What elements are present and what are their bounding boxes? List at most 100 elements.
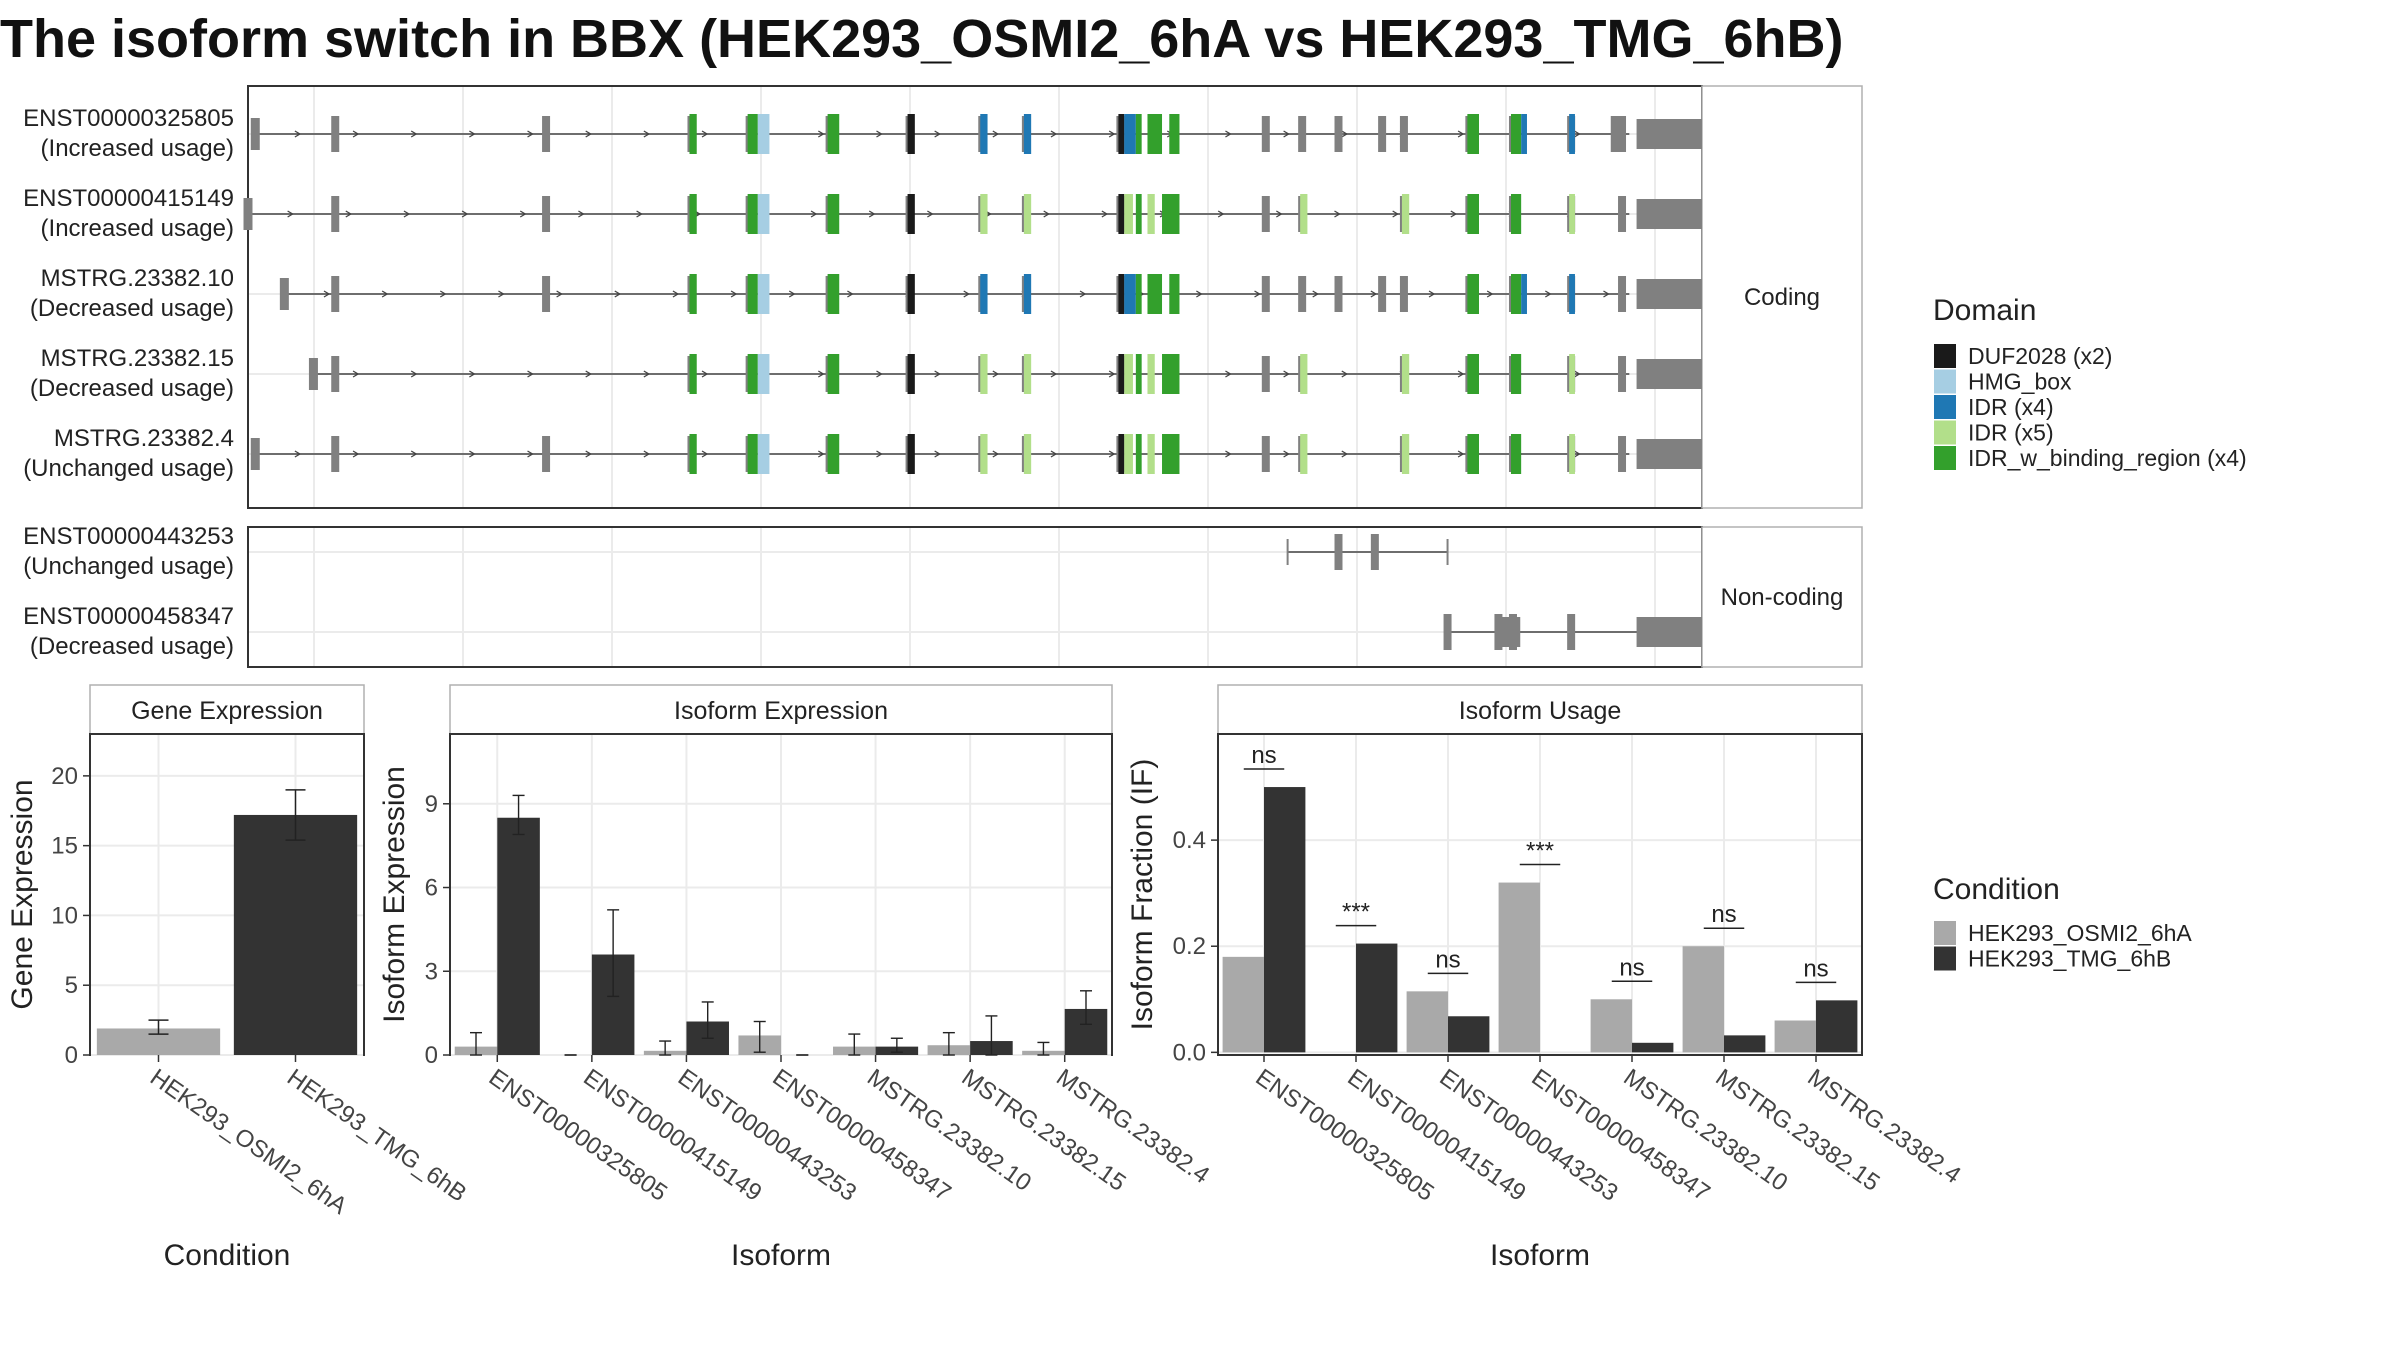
domain-block: [1023, 114, 1032, 154]
facet-strip: [449, 684, 1113, 735]
condition-legend-swatch: [1934, 946, 1956, 971]
exon: [1610, 116, 1619, 152]
utr-block: [1636, 359, 1702, 389]
exon: [1618, 196, 1627, 232]
intron-arrow: [1428, 290, 1436, 298]
domain-block: [1467, 114, 1479, 154]
exon: [1334, 534, 1343, 570]
x-tick-label: MSTRG.23382.10: [1619, 1064, 1793, 1197]
x-tick-label: MSTRG.23382.10: [862, 1064, 1036, 1197]
domain-block: [757, 274, 770, 314]
exon: [1443, 614, 1452, 650]
intron-arrow: [469, 450, 476, 458]
significance-label: ns: [1803, 955, 1828, 982]
domain-block: [1510, 194, 1522, 234]
facet-strip-label: Isoform Expression: [674, 697, 888, 725]
isoform-usage-bar: [1498, 882, 1540, 1053]
domain-legend-swatch: [1934, 446, 1956, 470]
intron-arrow: [636, 210, 643, 218]
domain-block: [689, 354, 697, 394]
domain-block: [1467, 434, 1479, 474]
condition-legend-label: HEK293_TMG_6hB: [1968, 946, 2171, 972]
exon: [1399, 116, 1408, 152]
intron-arrow: [1217, 210, 1225, 218]
domain-block: [1569, 194, 1575, 234]
domain-legend-title: Domain: [1933, 294, 2036, 327]
facet-strip: [89, 684, 365, 735]
domain-block: [1023, 194, 1032, 234]
significance-label: ns: [1711, 901, 1736, 928]
facet-strip: [1217, 684, 1863, 735]
domain-block: [827, 274, 840, 314]
x-axis-title: Condition: [164, 1239, 291, 1272]
intron-arrow: [345, 210, 353, 218]
domain-block: [1521, 274, 1527, 314]
intron-arrow: [1341, 370, 1349, 378]
y-tick-label: 0.2: [1173, 933, 1206, 960]
transcript-id-label: ENST00000443253: [23, 523, 234, 550]
domain-block: [1569, 274, 1575, 314]
exon: [1399, 276, 1408, 312]
y-tick-label: 3: [425, 958, 438, 985]
domain-block: [1569, 354, 1575, 394]
intron-arrow: [1254, 290, 1261, 298]
domain-block: [747, 274, 758, 314]
coding-strip: [1701, 85, 1863, 509]
intron-arrow: [381, 290, 389, 298]
domain-block: [907, 114, 915, 154]
intron-arrow: [1108, 130, 1116, 138]
domain-legend-label: DUF2028 (x2): [1968, 343, 2112, 369]
exon: [279, 278, 289, 310]
intron-arrow: [1225, 130, 1232, 138]
domain-legend-swatch: [1934, 344, 1956, 368]
y-axis-title: Isoform Fraction (IF): [1126, 759, 1159, 1031]
domain-block: [907, 194, 915, 234]
domain-block: [1467, 274, 1479, 314]
intron-arrow: [527, 370, 534, 378]
domain-block: [1118, 354, 1125, 394]
y-tick-label: 10: [51, 902, 78, 929]
domain-legend-swatch: [1934, 395, 1956, 419]
domain-block: [1521, 114, 1527, 154]
domain-block: [1124, 354, 1133, 394]
condition-legend-title: Condition: [1933, 873, 2060, 906]
exon: [331, 196, 340, 232]
intron-arrow: [294, 130, 302, 138]
domain-block: [757, 194, 770, 234]
exon: [1334, 116, 1343, 152]
exon: [1378, 116, 1387, 152]
significance-label: ***: [1526, 838, 1554, 865]
intron-arrow: [1196, 290, 1203, 298]
intron-arrow: [556, 290, 563, 298]
y-tick-label: 0.4: [1173, 827, 1206, 854]
domain-legend-label: IDR (x5): [1968, 420, 2054, 446]
intron-arrow: [1457, 370, 1465, 378]
utr-block: [1636, 119, 1702, 149]
intron-arrow: [519, 210, 527, 218]
domain-block: [1147, 114, 1163, 154]
significance-label: ns: [1251, 742, 1276, 769]
domain-legend-label: HMG_box: [1968, 369, 2072, 395]
domain-block: [1135, 354, 1142, 394]
exon: [1261, 196, 1270, 232]
coding-panel: [247, 85, 1703, 509]
domain-block: [1118, 274, 1125, 314]
isoform-usage-bar: [1632, 1042, 1674, 1053]
significance-label: ***: [1342, 899, 1370, 926]
domain-block: [747, 114, 758, 154]
intron-arrow: [1457, 130, 1465, 138]
intron-arrow: [1079, 290, 1087, 298]
facet-strip-label: Isoform Usage: [1459, 697, 1622, 725]
condition-legend-label: HEK293_OSMI2_6hA: [1968, 920, 2192, 946]
domain-block: [747, 354, 758, 394]
transcript-usage-label: (Increased usage): [41, 215, 234, 242]
exon: [250, 438, 260, 470]
isoform-usage-bar: [1724, 1035, 1766, 1053]
isoform-usage-bar: [1264, 787, 1306, 1053]
intron-arrow: [1225, 370, 1232, 378]
intron-arrow: [1486, 290, 1494, 298]
domain-block: [1569, 434, 1575, 474]
domain-block: [1169, 114, 1180, 154]
intron-arrow: [1225, 450, 1232, 458]
intron-arrow: [1334, 210, 1341, 218]
